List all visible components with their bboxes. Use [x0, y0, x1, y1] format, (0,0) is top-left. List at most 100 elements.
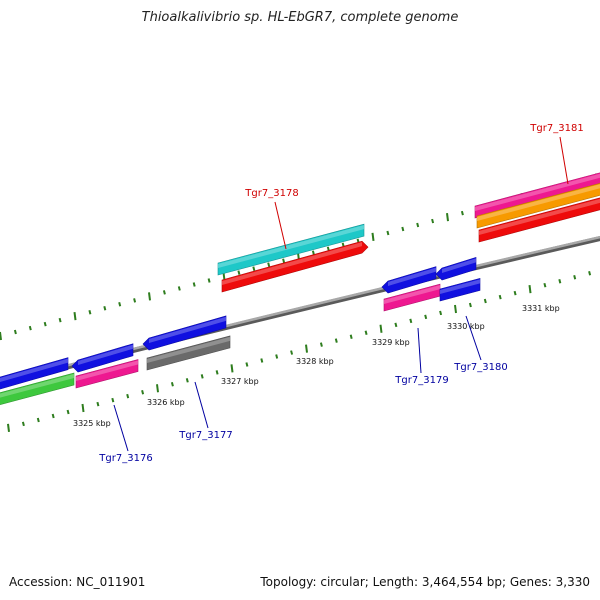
inner-minor-tick	[573, 275, 577, 280]
outer-minor-tick	[311, 250, 315, 256]
inner-minor-tick	[260, 358, 264, 363]
topology-text: Topology: circular; Length: 3,464,554 bp…	[260, 575, 590, 589]
outer-minor-tick	[43, 321, 47, 327]
map-title: Thioalkalivibrio sp. HL-EbGR7, complete …	[141, 10, 459, 25]
inner-minor-tick	[96, 401, 100, 407]
outer-minor-tick	[401, 226, 405, 232]
inner-minor-tick	[215, 370, 219, 375]
inner-major-tick	[454, 304, 457, 314]
gene-feature-magenta	[474, 172, 600, 219]
outer-minor-tick	[416, 222, 420, 228]
inner-minor-tick	[483, 298, 487, 304]
outer-minor-tick	[162, 290, 166, 295]
scale-label: 3331 kbp	[522, 304, 560, 313]
inner-minor-tick	[51, 413, 55, 419]
inner-major-tick	[230, 364, 234, 373]
outer-major-tick	[0, 331, 2, 341]
scale-label: 3327 kbp	[221, 377, 259, 386]
inner-major-tick	[7, 423, 10, 432]
inner-tick-track	[7, 271, 592, 432]
inner-minor-tick	[349, 334, 353, 339]
outer-minor-tick	[237, 270, 241, 275]
inner-major-tick	[81, 403, 85, 413]
gene-label-leader	[194, 381, 209, 429]
gene-label-leader	[113, 404, 129, 452]
outer-minor-tick	[282, 258, 286, 263]
gene-feature-blue	[381, 266, 437, 294]
inner-major-tick	[379, 324, 383, 333]
outer-major-tick	[148, 292, 151, 301]
outer-minor-tick	[177, 286, 181, 291]
inner-minor-tick	[498, 294, 502, 300]
gene-feature-magenta	[75, 359, 139, 389]
outer-minor-tick	[58, 317, 62, 323]
inner-minor-tick	[319, 342, 323, 347]
outer-minor-tick	[386, 230, 390, 236]
gene-feature-gray	[146, 335, 231, 371]
outer-minor-tick	[207, 278, 211, 283]
accession-text: Accession: NC_011901	[9, 575, 146, 589]
feature-highlight	[149, 316, 226, 343]
outer-minor-tick	[13, 329, 17, 335]
gene-feature-red	[221, 240, 369, 293]
outer-minor-tick	[460, 210, 464, 216]
gene-feature-green	[0, 372, 75, 405]
feature-highlight	[477, 184, 600, 221]
feature-highlight	[440, 279, 480, 294]
inner-minor-tick	[439, 310, 443, 316]
scale-label: 3325 kbp	[73, 419, 111, 428]
scale-labels: 3325 kbp 3326 kbp 3327 kbp 3328 kbp 3329 kbp…	[73, 304, 560, 428]
inner-minor-tick	[409, 318, 413, 324]
feature-highlight	[0, 358, 68, 383]
gene-label-leader	[274, 201, 287, 250]
inner-minor-tick	[66, 409, 70, 415]
gene-feature-blue	[439, 277, 481, 302]
inner-minor-tick	[588, 271, 592, 276]
feature-highlight	[388, 267, 436, 286]
gene-feature-blue	[0, 357, 69, 390]
inner-minor-tick	[558, 278, 562, 284]
gene-features	[0, 172, 600, 405]
outer-minor-tick	[192, 282, 196, 287]
gene-label: Tgr7_3181	[529, 123, 583, 134]
gene-label: Tgr7_3179	[394, 375, 448, 386]
feature-highlight	[76, 360, 138, 381]
inner-minor-tick	[141, 389, 145, 395]
inner-minor-tick	[275, 354, 279, 359]
outer-minor-tick	[133, 298, 137, 303]
scale-label: 3326 kbp	[147, 398, 185, 407]
inner-minor-tick	[170, 382, 174, 387]
gene-label-leader	[559, 136, 569, 185]
inner-minor-tick	[245, 362, 249, 367]
gene-feature-orange	[476, 182, 600, 229]
inner-minor-tick	[21, 421, 25, 427]
scale-label: 3328 kbp	[296, 357, 334, 366]
inner-minor-tick	[468, 302, 472, 308]
gene-label-leader	[465, 315, 482, 361]
gene-labels: Tgr7_3178 Tgr7_3181 Tgr7_3176 Tgr7_3177 Tgr7…	[98, 123, 583, 464]
outer-major-tick	[446, 212, 449, 222]
inner-minor-tick	[111, 397, 115, 403]
gene-feature-red	[478, 197, 600, 243]
gene-feature-blue	[142, 315, 227, 351]
feature-highlight	[147, 336, 230, 363]
outer-minor-tick	[118, 302, 122, 307]
gene-label: Tgr7_3178	[244, 188, 298, 199]
outer-minor-tick	[252, 266, 256, 271]
outer-major-tick	[371, 232, 375, 242]
feature-highlight	[442, 258, 476, 273]
feature-highlight	[0, 373, 74, 398]
gene-label: Tgr7_3176	[98, 453, 152, 464]
gene-label: Tgr7_3180	[453, 362, 507, 373]
inner-major-tick	[305, 344, 308, 353]
feature-highlight	[475, 173, 600, 211]
inner-minor-tick	[334, 338, 338, 343]
scale-label: 3330 kbp	[447, 322, 485, 331]
outer-minor-tick	[431, 218, 435, 224]
inner-minor-tick	[200, 374, 204, 379]
inner-minor-tick	[185, 378, 189, 383]
gene-feature-blue	[71, 343, 134, 373]
feature-highlight	[222, 242, 362, 285]
inner-minor-tick	[36, 417, 40, 423]
outer-minor-tick	[28, 325, 32, 331]
